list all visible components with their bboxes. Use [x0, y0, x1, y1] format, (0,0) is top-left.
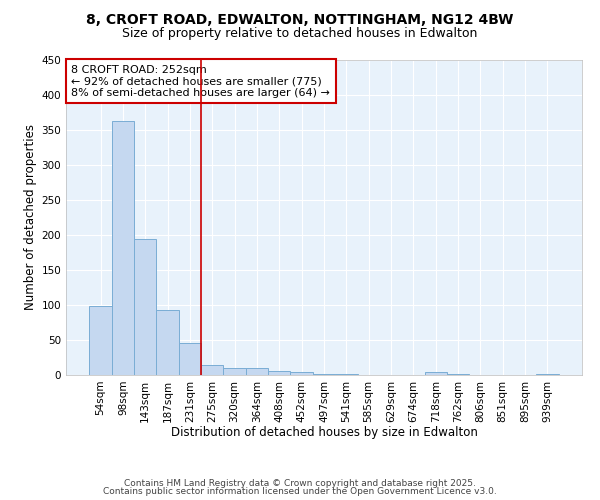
- Bar: [246, 368, 268, 375]
- Bar: [425, 372, 447, 375]
- Text: Contains public sector information licensed under the Open Government Licence v3: Contains public sector information licen…: [103, 487, 497, 496]
- Bar: [89, 306, 112, 375]
- Bar: [112, 121, 134, 375]
- Bar: [268, 371, 290, 375]
- Text: 8 CROFT ROAD: 252sqm
← 92% of detached houses are smaller (775)
8% of semi-detac: 8 CROFT ROAD: 252sqm ← 92% of detached h…: [71, 64, 330, 98]
- Bar: [201, 365, 223, 375]
- Bar: [313, 374, 335, 375]
- Bar: [134, 238, 157, 375]
- Text: 8, CROFT ROAD, EDWALTON, NOTTINGHAM, NG12 4BW: 8, CROFT ROAD, EDWALTON, NOTTINGHAM, NG1…: [86, 12, 514, 26]
- Bar: [157, 310, 179, 375]
- X-axis label: Distribution of detached houses by size in Edwalton: Distribution of detached houses by size …: [170, 426, 478, 439]
- Bar: [223, 368, 246, 375]
- Text: Size of property relative to detached houses in Edwalton: Size of property relative to detached ho…: [122, 28, 478, 40]
- Text: Contains HM Land Registry data © Crown copyright and database right 2025.: Contains HM Land Registry data © Crown c…: [124, 478, 476, 488]
- Bar: [536, 374, 559, 375]
- Y-axis label: Number of detached properties: Number of detached properties: [24, 124, 37, 310]
- Bar: [447, 374, 469, 375]
- Bar: [335, 374, 358, 375]
- Bar: [290, 372, 313, 375]
- Bar: [179, 343, 201, 375]
